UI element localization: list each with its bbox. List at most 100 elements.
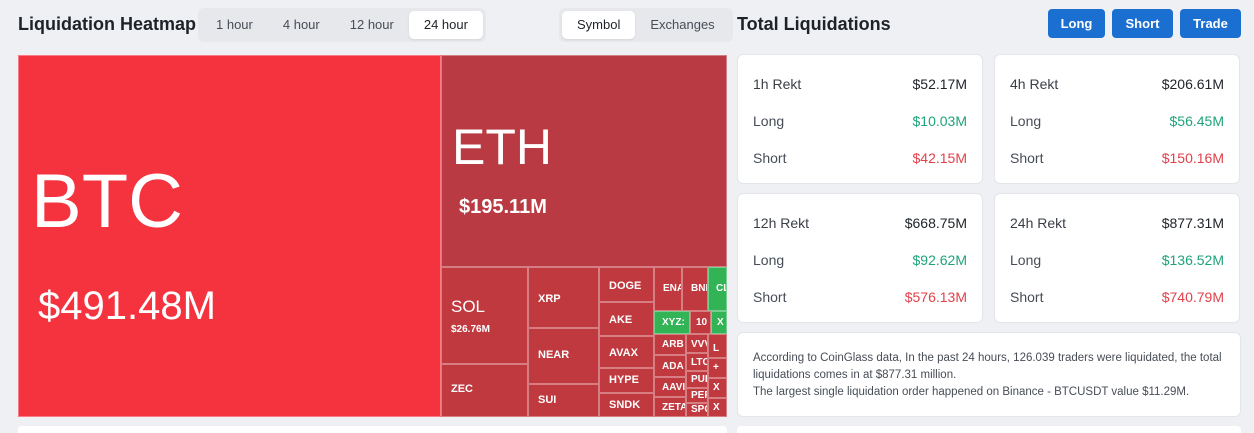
cell-symbol: L [713,343,720,354]
total-value: $877.31M [1161,215,1224,231]
cell-symbol: ZETA [662,402,686,413]
group-option-exchanges[interactable]: Exchanges [650,17,715,32]
heatmap-cell-bnb[interactable]: BNI [682,267,708,311]
cell-symbol: AVAX [609,347,638,359]
heatmap-cell-ake[interactable]: AKE [599,302,654,336]
cell-value: $491.48M [38,284,216,328]
time-option-24h[interactable]: 24 hour [408,11,483,39]
heatmap-cell-doge[interactable]: DOGE [599,267,654,302]
cell-symbol: NEAR [538,349,570,361]
period-label: 24h Rekt [1010,215,1067,231]
time-range-selector: 1 hour 4 hour 12 hour 24 hour [198,8,486,42]
heatmap-cell-arb[interactable]: ARB [654,334,686,355]
heatmap-cell-avax[interactable]: AVAX [599,336,654,368]
next-panel-edge [737,426,1241,433]
largest-order-text: The largest single liquidation order hap… [753,386,1190,398]
long-value: $92.62M [912,252,967,268]
cell-symbol: X [717,317,724,328]
group-option-symbol[interactable]: Symbol [562,11,636,39]
short-button[interactable]: Short [1112,9,1173,38]
long-value: $10.03M [912,113,967,129]
heatmap-cell-aave[interactable]: AAVI [654,377,686,397]
heatmap-cell-hype[interactable]: HYPE [599,368,654,393]
liquidation-summary: According to CoinGlass data, In the past… [737,332,1241,417]
group-by-selector: Symbol Exchanges [559,8,733,42]
cell-symbol: X [713,382,720,393]
heatmap-cell-x[interactable]: X [711,311,727,334]
heatmap-cell-ena[interactable]: ENA [654,267,682,311]
heatmap-cell-eth[interactable]: ETH $195.11M [441,55,727,267]
heatmap-cell-btc[interactable]: BTC $491.48M [18,55,441,417]
heatmap-cell-sp[interactable]: SPC [686,403,708,417]
heatmap-cell-pu[interactable]: PUI [686,371,708,388]
cell-symbol: ETH [452,119,552,175]
cell-symbol: 10 [696,317,708,328]
cell-symbol: ARB [662,339,684,350]
trade-button[interactable]: Trade [1180,9,1241,38]
cell-symbol: XRP [538,293,561,305]
cell-symbol: AAVI [662,382,686,393]
heatmap-cell-ten[interactable]: 10 [690,311,711,334]
heatmap-cell-l[interactable]: L [708,334,727,358]
short-value: $576.13M [904,289,967,305]
cell-symbol: AKE [609,314,633,326]
cell-symbol: ADA [662,361,684,372]
heatmap-cell-x2[interactable]: X [708,378,727,398]
heatmap-cell-sndk[interactable]: SNDK [599,393,654,417]
cell-symbol: PUI [691,374,708,385]
heatmap-cell-sol[interactable]: SOL $26.76M [441,267,528,364]
heatmap-cell-pe[interactable]: PEF [686,388,708,403]
heatmap-title: Liquidation Heatmap [18,14,197,34]
heatmap-cell-xrp[interactable]: XRP [528,267,599,328]
time-option-4h[interactable]: 4 hour [282,17,320,32]
heatmap-cell-ltc[interactable]: LTC [686,353,708,371]
cell-symbol: CL [716,283,726,294]
period-label: 12h Rekt [753,215,810,231]
long-value: $56.45M [1169,113,1224,129]
long-value: $136.52M [1161,252,1224,268]
cell-symbol: VVV [691,339,707,350]
total-value: $206.61M [1161,76,1224,92]
heatmap-cell-zec[interactable]: ZEC [441,364,528,417]
period-label: 4h Rekt [1010,76,1059,92]
cell-symbol: DOGE [609,280,642,292]
time-option-1h[interactable]: 1 hour [216,17,253,32]
short-label: Short [1010,289,1044,305]
heatmap-cell-xyz[interactable]: XYZ: [654,311,690,334]
short-label: Short [753,150,787,166]
cell-symbol: ZEC [451,383,473,395]
heatmap-cell-zeta[interactable]: ZETA [654,397,686,417]
long-label: Long [1010,252,1042,268]
total-value: $668.75M [904,215,967,231]
cell-symbol: + [713,362,719,373]
cell-symbol: SOL [451,297,486,316]
short-value: $42.15M [912,150,967,166]
summary-text: According to CoinGlass data, In the past… [753,352,1222,381]
heatmap-cell-vv[interactable]: VVV [686,334,708,353]
long-label: Long [753,113,785,129]
cell-symbol: PEF [691,390,707,401]
total-liquidations-title: Total Liquidations [737,14,891,34]
short-value: $150.16M [1161,150,1224,166]
total-value: $52.17M [912,76,967,92]
heatmap-cell-plus[interactable]: + [708,358,727,378]
period-label: 1h Rekt [753,76,802,92]
next-panel-edge [18,426,727,433]
cell-symbol: SUI [538,394,557,406]
time-option-12h[interactable]: 12 hour [349,17,394,32]
cell-symbol: SNDK [609,399,641,411]
heatmap-cell-x3[interactable]: X [708,398,727,417]
heatmap-cell-sui[interactable]: SUI [528,384,599,417]
long-button[interactable]: Long [1048,9,1105,38]
long-label: Long [753,252,785,268]
heatmap-cell-ada[interactable]: ADA [654,355,686,377]
cell-value: $26.76M [451,324,490,335]
cell-symbol: SPC [691,404,707,415]
heatmap-cell-cl[interactable]: CL [708,267,727,311]
heatmap-cell-near[interactable]: NEAR [528,328,599,384]
cell-symbol: ENA [663,283,681,294]
rekt-card-24h: 24h Rekt $877.31M Long $136.52M Short $7… [994,193,1240,323]
liquidation-heatmap: BTC $491.48M ETH $195.11M SOL $26.76M ZE… [18,55,727,417]
cell-symbol: XYZ: [662,317,685,328]
